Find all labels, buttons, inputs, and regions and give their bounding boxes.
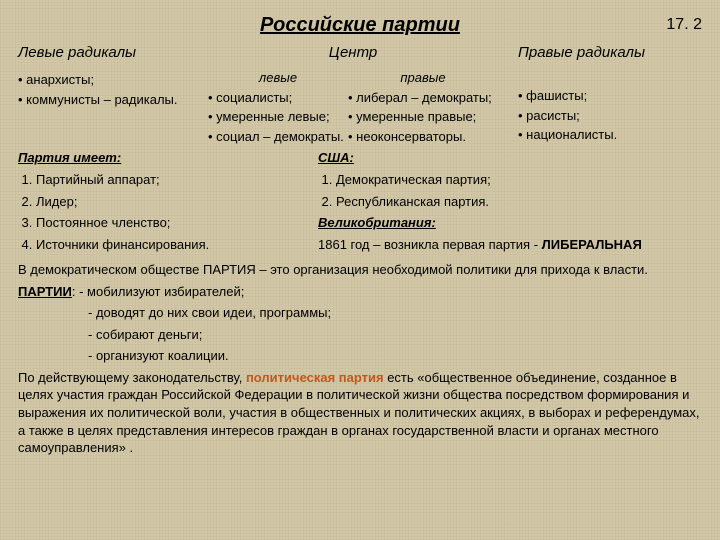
centerL-item: • социал – демократы. (208, 128, 348, 146)
uk-text-a: 1861 год – возникла первая партия - (318, 237, 542, 252)
party-has-list: Партийный аппарат; Лидер; Постоянное чле… (36, 171, 318, 253)
centerL-item: • умеренные левые; (208, 108, 348, 126)
party-has-item: Лидер; (36, 193, 318, 211)
party-has-item: Партийный аппарат; (36, 171, 318, 189)
law-text: По действующему законодательству, полити… (18, 369, 702, 457)
usa-label: США: (318, 149, 702, 167)
action-item: - организуют коалиции. (88, 347, 702, 365)
centerR-item: • умеренные правые; (348, 108, 498, 126)
usa-list: Демократическая партия; Республиканская … (336, 171, 702, 210)
uk-text-b: ЛИБЕРАЛЬНАЯ (542, 237, 642, 252)
col-head-right: Правые радикалы (498, 43, 698, 63)
party-has-item: Источники финансирования. (36, 236, 318, 254)
centerL-item: • социалисты; (208, 89, 348, 107)
uk-label: Великобритания: (318, 214, 702, 232)
left-item: • коммунисты – радикалы. (18, 91, 208, 109)
col-head-left: Левые радикалы (18, 43, 208, 63)
law-b: политическая партия (246, 370, 384, 385)
page-title: Российские партии (260, 14, 460, 36)
centerR-item: • неоконсерваторы. (348, 128, 498, 146)
usa-item: Демократическая партия; (336, 171, 702, 189)
col-head-center: Центр (208, 43, 498, 63)
right-item: • фашисты; (518, 87, 698, 105)
sub-right: правые (348, 69, 498, 87)
parties-tail: : - мобилизуют избирателей; (72, 284, 245, 299)
party-has-item: Постоянное членство; (36, 214, 318, 232)
action-item: - собирают деньги; (88, 326, 702, 344)
party-has-label: Партия имеет: (18, 149, 318, 167)
right-item: • националисты. (518, 126, 698, 144)
usa-item: Республиканская партия. (336, 193, 702, 211)
sub-left: левые (208, 69, 348, 87)
uk-text: 1861 год – возникла первая партия - ЛИБЕ… (318, 236, 702, 254)
parties-word: ПАРТИИ (18, 284, 72, 299)
left-item: • анархисты; (18, 71, 208, 89)
law-a: По действующему законодательству, (18, 370, 246, 385)
parties-line: ПАРТИИ: - мобилизуют избирателей; (18, 283, 702, 301)
centerR-item: • либерал – демократы; (348, 89, 498, 107)
para-democracy: В демократическом обществе ПАРТИЯ – это … (18, 261, 702, 279)
page-number: 17. 2 (666, 14, 702, 36)
right-item: • расисты; (518, 107, 698, 125)
action-item: - доводят до них свои идеи, программы; (88, 304, 702, 322)
